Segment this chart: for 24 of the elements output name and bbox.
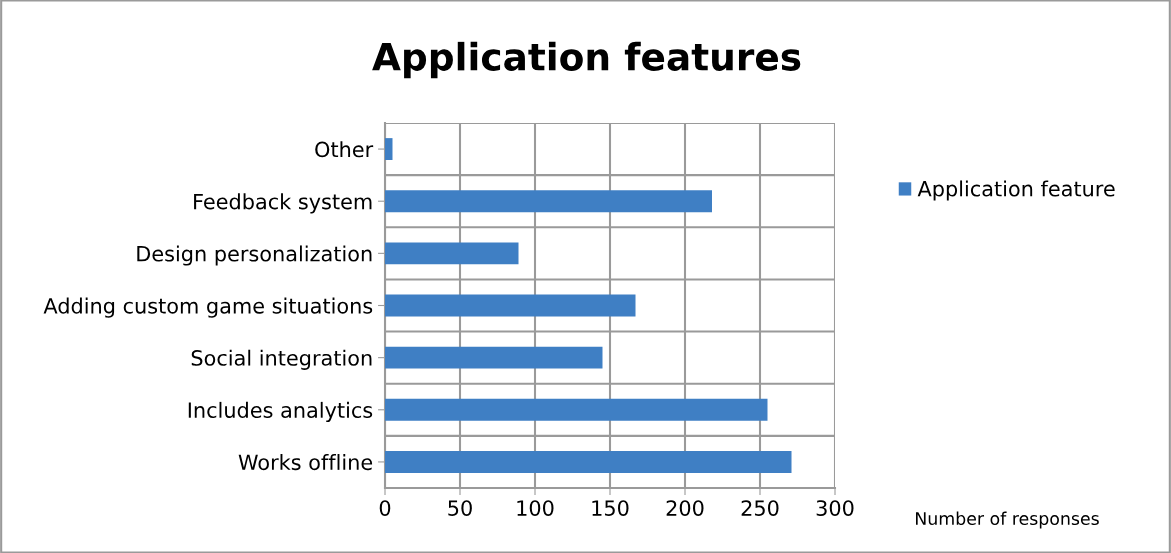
bar: [385, 294, 636, 317]
bar: [385, 450, 792, 473]
y-tick-label: Includes analytics: [188, 401, 373, 423]
chart-title: Application features: [372, 41, 801, 79]
y-tick-label: Works offline: [238, 454, 373, 471]
y-tick-label: Adding custom game situations: [43, 297, 373, 318]
y-tick-label: Feedback system: [194, 193, 372, 214]
y-tick-label: Other: [315, 141, 374, 158]
y-tick-label: Design personalization: [137, 245, 372, 266]
x-tick-label: 200: [666, 500, 704, 516]
bar: [385, 398, 768, 421]
x-tick-label: 250: [741, 500, 779, 516]
bar: [385, 190, 712, 213]
x-tick-label: 100: [517, 500, 554, 516]
x-axis-title: Number of responses: [916, 511, 1099, 529]
x-tick-label: 300: [816, 500, 854, 516]
bar: [385, 138, 393, 161]
legend-label: Application feature: [917, 180, 1115, 201]
x-tick-label: 150: [592, 500, 629, 516]
x-tick-label: 0: [379, 500, 391, 516]
y-tick-label: Social integration: [191, 349, 372, 370]
bar: [385, 346, 603, 369]
bar: [385, 242, 519, 265]
x-tick-label: 50: [448, 500, 472, 516]
